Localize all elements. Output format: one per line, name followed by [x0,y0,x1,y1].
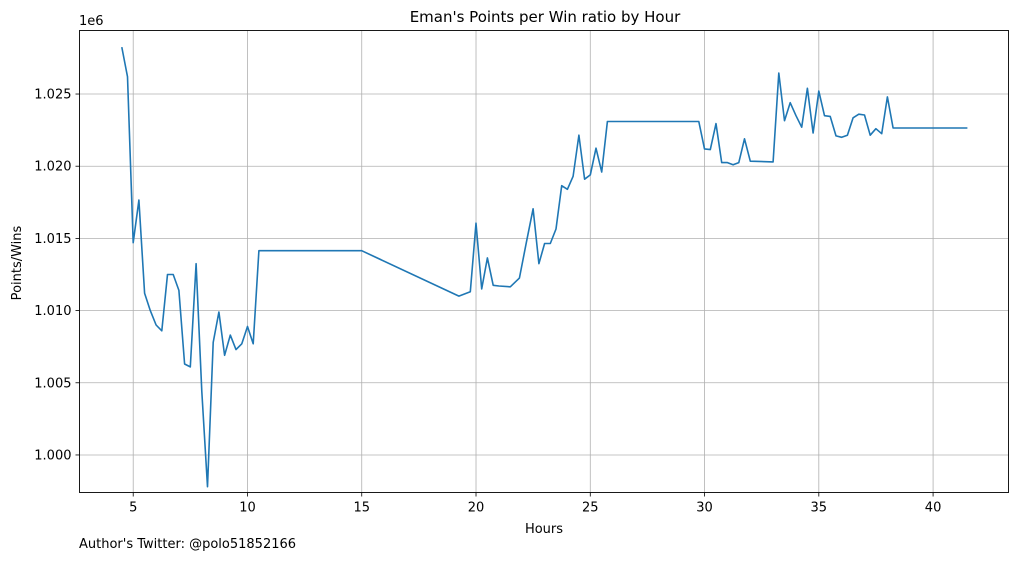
y-tick-label: 1.000 [34,448,71,463]
series-line [121,46,968,488]
x-tick-label: 40 [925,501,942,516]
series-layer [121,46,968,488]
y-offset-text: 1e6 [79,14,104,29]
x-tick-label: 15 [353,501,370,516]
plot-frame [79,30,1009,493]
chart-title: Eman's Points per Win ratio by Hour [410,8,681,26]
x-tick-label: 30 [696,501,713,516]
x-tick-label: 10 [239,501,256,516]
y-tick-label: 1.025 [34,88,71,103]
y-axis-label: Points/Wins [10,225,25,300]
y-tick-label: 1.005 [34,376,71,391]
axis-ticks: 5 10 15 20 25 30 35 40 1.000 1.005 1.010 1.015 1.020… [34,88,941,516]
y-tick-label: 1.015 [34,232,71,247]
x-tick-label: 20 [468,501,485,516]
x-axis-label: Hours [525,522,563,537]
x-tick-label: 25 [582,501,599,516]
x-tick-label: 5 [129,501,137,516]
author-credit: Author's Twitter: @polo51852166 [79,537,297,552]
y-tick-label: 1.020 [34,160,71,175]
grid-lines [79,30,1009,493]
x-tick-label: 35 [811,501,828,516]
y-tick-label: 1.010 [34,304,71,319]
